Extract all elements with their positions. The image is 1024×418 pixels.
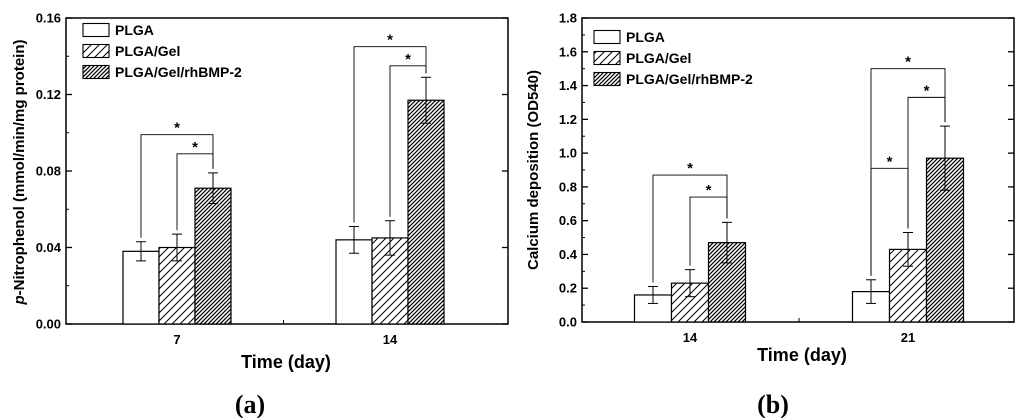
chart-a-legend-label: PLGA/Gel/rhBMP-2 [115,64,242,80]
chart-b-significance-bracket [870,167,909,276]
chart-a-ytick-label: 0.04 [36,240,62,255]
chart-b-xtick-label: 21 [901,330,915,345]
chart-b-legend-swatch [593,71,621,87]
chart-a-significance-star: * [387,32,393,49]
chart-b-legend-swatch [593,50,621,66]
chart-a-xtick-label: 7 [173,332,180,347]
chart-a-ylabel-prefix: p [11,295,28,305]
chart-b-significance-bracket [907,96,946,229]
chart-b-ylabel: Calcium deposition (OD540) [525,70,542,270]
chart-a-ytick-label: 0.00 [36,317,61,332]
chart-b-ytick-label: 1.4 [559,78,578,93]
chart-a-ytick-label: 0.12 [36,87,61,102]
chart-a-ylabel-rest: -Nitrophenol (mmol/min/mg protein) [11,40,28,296]
chart-b-legend-label: PLGA/Gel/rhBMP-2 [626,71,753,87]
chart-b-ytick-label: 1.2 [559,112,577,127]
chart-b-significance-star: * [924,82,930,99]
chart-b-significance-star: * [706,182,712,199]
chart-a-legend-label: PLGA/Gel [115,43,180,59]
chart-a-significance-star: * [174,120,180,137]
chart-b-ytick-label: 0.0 [559,315,577,330]
chart-a-legend-swatch [82,22,110,38]
chart-a-legend-swatch [82,43,110,59]
chart-a-xtick-label: 14 [383,332,398,347]
chart-a-ytick-label: 0.16 [36,11,61,26]
chart-b-legend-label: PLGA/Gel [626,50,691,66]
chart-a-significance-bracket [140,134,214,238]
chart-a-significance-bracket [176,153,214,231]
chart-b-legend-label: PLGA [626,29,665,45]
chart-a-xlabel: Time (day) [241,352,331,372]
chart-b-ytick-label: 0.4 [559,247,578,262]
chart-a: 0.00 0.04 0.08 0.12 0.16 7 14 * * * * PLGA PLGA/Gel P… [36,11,509,347]
chart-a-legend-label: PLGA [115,22,154,38]
chart-a-significance-star: * [192,139,198,156]
panel-label-b: (b) [757,390,789,418]
chart-a-significance-star: * [405,51,411,68]
chart-b-ytick-label: 1.8 [559,11,577,26]
chart-b-legend-swatch [593,29,621,45]
chart-a-ylabel: p-Nitrophenol (mmol/min/mg protein) [11,40,28,306]
chart-a-significance-bracket [389,65,427,217]
chart-b-significance-star: * [887,153,893,170]
chart-b-significance-star: * [905,54,911,71]
panel-label-a: (a) [235,390,265,418]
chart-a-significance-bracket [353,46,427,223]
chart-b: 0.0 0.2 0.4 0.6 0.8 1.0 1.2 1.4 1.6 1.8 14 21 * * * * * P… [559,11,1015,345]
chart-b-ytick-label: 0.2 [559,281,577,296]
chart-b-xtick-label: 14 [683,330,698,345]
chart-a-ytick-label: 0.08 [36,164,61,179]
chart-b-ytick-label: 1.6 [559,44,577,59]
chart-b-significance-bracket [689,196,728,266]
chart-b-xlabel: Time (day) [757,345,847,365]
chart-b-ytick-label: 0.6 [559,213,577,228]
chart-b-significance-star: * [687,160,693,177]
chart-a-bar [122,250,160,325]
chart-a-bar [194,187,232,325]
chart-a-bar [407,99,445,325]
chart-b-ytick-label: 1.0 [559,146,577,161]
chart-a-legend-swatch [82,64,110,80]
chart-b-ytick-label: 0.8 [559,179,577,194]
